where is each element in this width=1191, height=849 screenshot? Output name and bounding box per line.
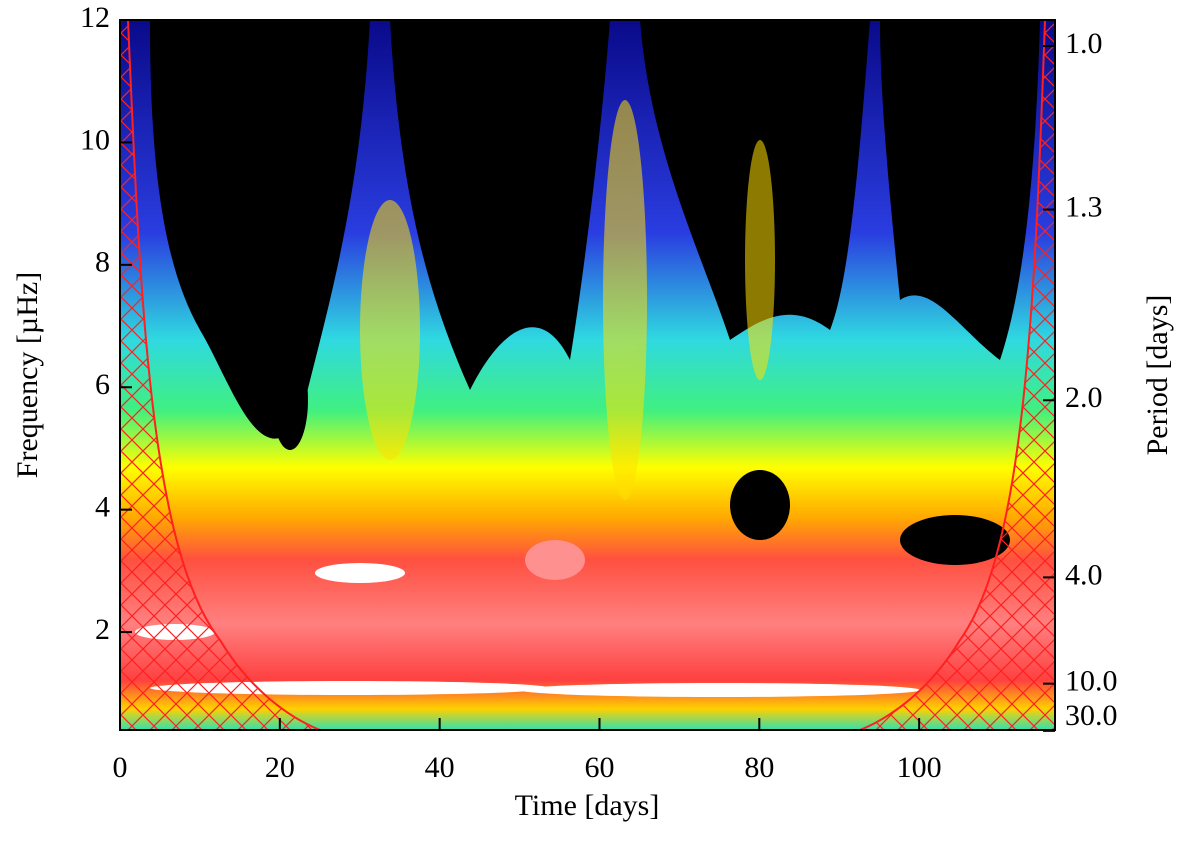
x-tick-label: 0: [113, 751, 128, 784]
y2-axis-label: Period [days]: [1141, 295, 1174, 456]
y-tick-label: 4: [95, 491, 110, 524]
y2-tick-label: 1.0: [1065, 27, 1103, 60]
x-tick-label: 20: [265, 751, 295, 784]
x-axis-label: Time [days]: [515, 789, 660, 822]
x-tick-label: 100: [897, 751, 942, 784]
y-tick-label: 8: [95, 246, 110, 279]
y-tick-label: 10: [80, 123, 110, 156]
y-axis-label: Frequency [µHz]: [11, 272, 44, 478]
y-tick-label: 2: [95, 613, 110, 646]
y-tick-label: 12: [80, 1, 110, 34]
x-tick-label: 80: [744, 751, 774, 784]
x-tick-label: 60: [584, 751, 614, 784]
y-tick-label: 6: [95, 368, 110, 401]
y2-tick-label: 10.0: [1065, 665, 1118, 698]
x-tick-label: 40: [425, 751, 455, 784]
y2-tick-label: 1.3: [1065, 190, 1103, 223]
y2-tick-label: 2.0: [1065, 381, 1103, 414]
y2-tick-label: 4.0: [1065, 558, 1103, 591]
power-map: [120, 20, 1055, 730]
y2-tick-label: 30.0: [1065, 699, 1118, 732]
plot-frame: [119, 19, 1056, 731]
